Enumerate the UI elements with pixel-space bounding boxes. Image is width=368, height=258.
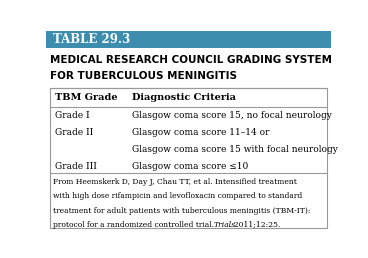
Text: with high dose rifampicin and levofloxacin compared to standard: with high dose rifampicin and levofloxac…	[53, 192, 302, 200]
Text: From Heemskerk D, Day J, Chau TT, et al. Intensified treatment: From Heemskerk D, Day J, Chau TT, et al.…	[53, 178, 297, 186]
Text: treatment for adult patients with tuberculous meningitis (TBM-IT):: treatment for adult patients with tuberc…	[53, 207, 311, 215]
Text: Grade III: Grade III	[54, 162, 96, 171]
Bar	[46, 31, 331, 49]
Text: . 2011;12:25.: . 2011;12:25.	[229, 221, 280, 229]
Text: Glasgow coma score 15 with focal neurology: Glasgow coma score 15 with focal neurolo…	[132, 145, 337, 154]
Text: Glasgow coma score 15, no focal neurology: Glasgow coma score 15, no focal neurolog…	[132, 111, 332, 120]
Text: TABLE 29.3: TABLE 29.3	[53, 33, 130, 46]
Text: Trials: Trials	[214, 221, 236, 229]
Text: FOR TUBERCULOUS MENINGITIS: FOR TUBERCULOUS MENINGITIS	[50, 71, 237, 81]
Text: Glasgow coma score ≤10: Glasgow coma score ≤10	[132, 162, 248, 171]
Text: protocol for a randomized controlled trial.: protocol for a randomized controlled tri…	[53, 221, 216, 229]
Text: Grade II: Grade II	[54, 128, 93, 137]
Text: Grade I: Grade I	[54, 111, 89, 120]
Text: Glasgow coma score 11–14 or: Glasgow coma score 11–14 or	[132, 128, 269, 137]
Text: MEDICAL RESEARCH COUNCIL GRADING SYSTEM: MEDICAL RESEARCH COUNCIL GRADING SYSTEM	[50, 55, 332, 65]
Text: TBM Grade: TBM Grade	[54, 93, 117, 102]
Text: Diagnostic Criteria: Diagnostic Criteria	[132, 93, 236, 102]
Bar	[50, 87, 327, 228]
